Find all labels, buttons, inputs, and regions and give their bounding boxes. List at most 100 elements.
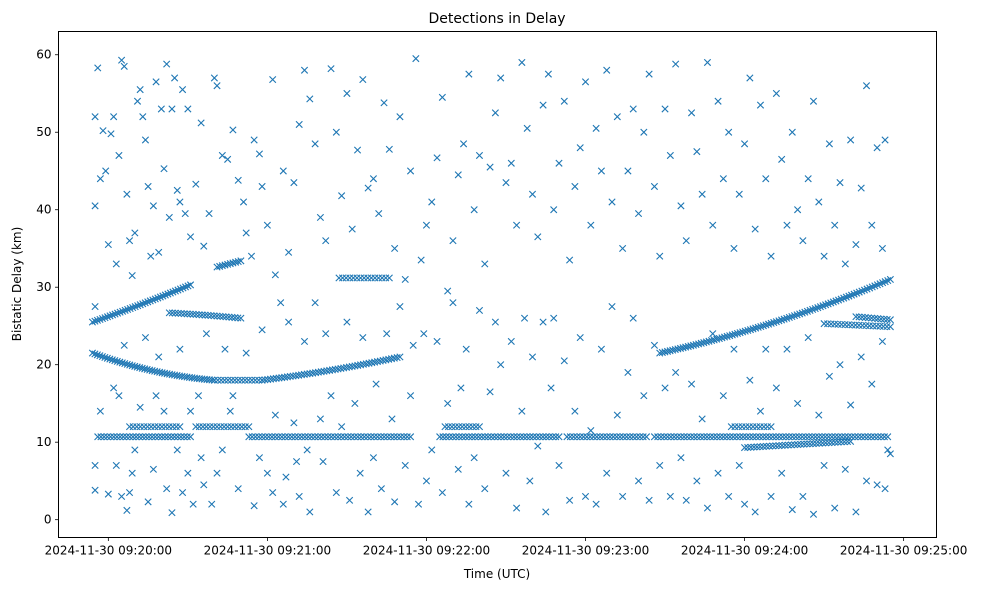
track-marker <box>763 423 772 431</box>
detection-marker <box>629 314 637 322</box>
track-marker <box>497 433 505 441</box>
detection-marker <box>102 167 110 175</box>
detection-marker <box>852 508 860 516</box>
detection-marker <box>184 469 192 477</box>
detection-marker <box>841 260 849 268</box>
track-marker <box>797 440 805 448</box>
detection-marker <box>131 229 139 237</box>
track-marker <box>755 433 764 441</box>
track-marker <box>674 345 682 353</box>
track-marker <box>129 423 137 431</box>
track-marker <box>98 352 106 361</box>
detection-marker <box>746 74 754 82</box>
track-marker <box>88 318 97 326</box>
detection-marker <box>788 128 796 136</box>
detection-marker <box>234 176 242 184</box>
track-marker <box>770 318 778 327</box>
track-marker <box>465 433 473 441</box>
detection-marker <box>369 454 378 462</box>
track-marker <box>390 354 398 362</box>
track-marker <box>101 353 109 361</box>
detection-marker <box>709 330 717 338</box>
track-marker <box>216 312 224 320</box>
detection-marker <box>836 179 844 187</box>
track-marker <box>140 423 148 431</box>
track-marker <box>759 322 767 330</box>
detection-marker <box>115 392 123 400</box>
track-marker <box>100 433 108 441</box>
detection-marker <box>507 337 515 346</box>
track-marker <box>642 433 651 441</box>
detection-marker <box>815 198 823 206</box>
track-marker <box>118 359 126 367</box>
detection-marker <box>120 62 128 70</box>
track-marker <box>487 433 495 441</box>
track-marker <box>94 433 102 441</box>
detection-marker <box>406 392 415 400</box>
track-marker <box>354 361 362 369</box>
track-marker <box>234 257 242 266</box>
track-marker <box>831 438 839 446</box>
detection-marker <box>364 184 372 192</box>
track-marker <box>519 433 528 441</box>
track-marker <box>745 423 753 431</box>
detection-marker <box>96 175 104 183</box>
track-marker <box>311 433 319 441</box>
track-marker <box>295 371 303 379</box>
track-marker <box>449 433 457 441</box>
detection-marker <box>128 469 136 477</box>
detection-marker <box>852 241 860 249</box>
track-marker <box>337 433 345 441</box>
track-marker <box>719 433 728 441</box>
detection-marker <box>279 167 287 175</box>
track-marker <box>444 423 453 431</box>
detection-marker <box>608 198 616 206</box>
track-marker <box>122 433 131 441</box>
track-marker <box>801 433 810 441</box>
track-marker <box>379 356 387 365</box>
track-marker <box>180 433 188 441</box>
detection-marker <box>459 140 468 148</box>
detection-marker <box>181 210 189 218</box>
detection-marker <box>322 237 330 245</box>
track-marker <box>794 440 802 449</box>
detection-marker <box>587 221 595 229</box>
detection-marker <box>279 500 287 508</box>
track-marker <box>147 423 155 431</box>
track-marker <box>824 433 833 441</box>
detection-marker <box>110 113 118 121</box>
detection-marker <box>809 510 818 518</box>
detection-marker <box>613 113 621 121</box>
track-marker <box>886 275 894 284</box>
detection-marker <box>539 318 547 326</box>
track-marker <box>458 423 466 431</box>
track-marker <box>356 361 365 369</box>
track-marker <box>397 433 405 441</box>
detection-marker <box>139 113 147 121</box>
track-marker <box>690 433 698 441</box>
detection-marker <box>687 380 696 388</box>
track-marker <box>563 433 571 441</box>
detection-marker <box>147 252 155 260</box>
track-marker <box>867 314 876 322</box>
track-marker <box>116 308 124 316</box>
track-marker <box>700 433 708 441</box>
detection-marker <box>542 508 550 516</box>
track-marker <box>523 433 531 441</box>
detection-marker <box>168 105 176 113</box>
track-marker <box>238 376 246 384</box>
detection-marker <box>592 124 600 132</box>
track-marker <box>309 369 317 377</box>
track-marker <box>132 433 140 441</box>
track-marker <box>579 433 588 441</box>
y-axis-label: Bistatic Delay (km) <box>10 227 24 342</box>
track-marker <box>854 433 862 441</box>
detection-marker <box>862 477 871 485</box>
detection-marker <box>820 461 828 470</box>
detection-marker <box>634 477 643 485</box>
detection-marker <box>523 124 531 132</box>
detection-marker <box>873 481 881 489</box>
track-marker <box>195 311 203 319</box>
detection-marker <box>247 252 256 260</box>
track-marker <box>373 433 382 441</box>
